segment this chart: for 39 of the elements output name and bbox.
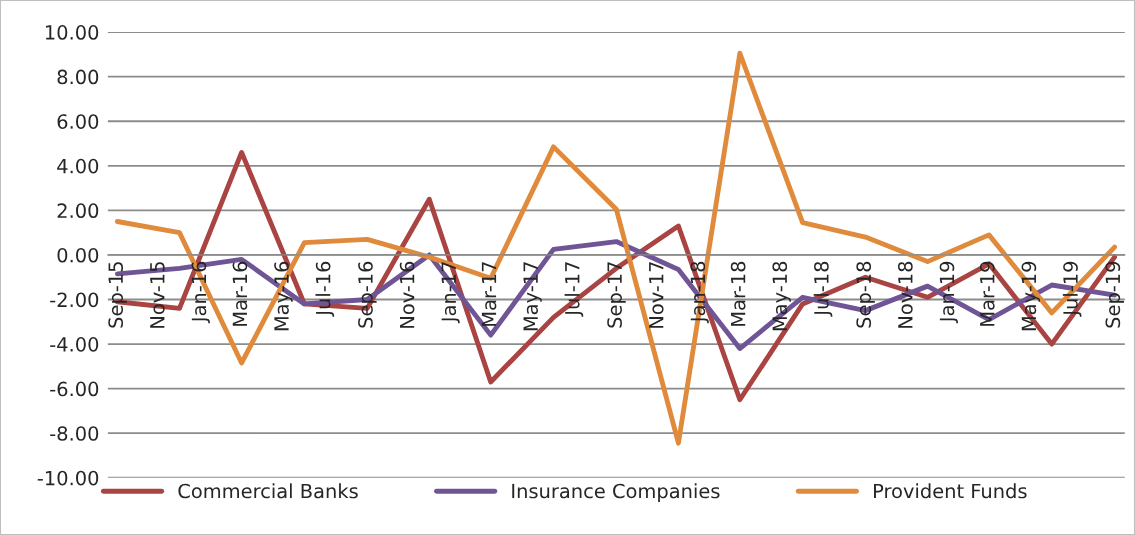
y-tick-label: 10.00	[45, 25, 99, 40]
x-tick-label: Sep-16	[358, 261, 377, 328]
x-tick-label: Sep-18	[856, 261, 875, 328]
x-tick-label: Sep-19	[1105, 261, 1124, 328]
x-tick-label: May-19	[1021, 261, 1041, 331]
x-tick-label: May-17	[523, 262, 542, 331]
x-tick-label: Nov-17	[649, 262, 664, 328]
y-tick-label: -8.00	[50, 426, 99, 441]
x-tick-label: Sep-15	[108, 262, 127, 328]
x-tick-label: Jul-16	[315, 261, 335, 317]
x-tick-label: Jul-17	[564, 262, 584, 317]
legend-label: Commercial Banks	[178, 483, 358, 499]
x-tick-label: Nov-18	[897, 261, 913, 328]
x-tick-label: Mar-17	[481, 262, 497, 326]
x-tick-label: Jan-17	[441, 262, 460, 324]
y-tick-label: -2.00	[50, 292, 99, 308]
x-tick-label: Jan-18	[690, 261, 709, 324]
y-tick-label: -10.00	[37, 470, 99, 486]
legend-label: Provident Funds	[874, 483, 1027, 499]
x-tick-label: Jan-16	[191, 261, 210, 324]
x-tick-label: Mar-16	[232, 261, 248, 326]
y-tick-label: 2.00	[57, 203, 99, 219]
x-tick-label: Mar-18	[730, 261, 746, 326]
x-tick-label: Sep-17	[607, 262, 626, 328]
x-tick-label: Nov-16	[399, 261, 415, 328]
legend-label: Insurance Companies	[512, 483, 720, 503]
x-tick-label: Nov-15	[150, 262, 165, 328]
y-tick-label: -6.00	[50, 381, 99, 397]
y-tick-label: -4.00	[50, 337, 99, 352]
x-tick-label: Jan-19	[939, 261, 958, 324]
y-tick-label: 8.00	[57, 69, 99, 85]
x-tick-label: May-16	[274, 261, 293, 331]
x-tick-label: Jul-19	[1062, 261, 1082, 317]
y-tick-label: 6.00	[57, 114, 99, 129]
x-tick-label: Jul-18	[813, 261, 833, 317]
y-tick-label: 4.00	[57, 158, 99, 174]
x-tick-label: May-18	[772, 261, 791, 331]
y-tick-label: 0.00	[57, 247, 99, 263]
x-tick-label: Mar-19	[979, 261, 995, 326]
